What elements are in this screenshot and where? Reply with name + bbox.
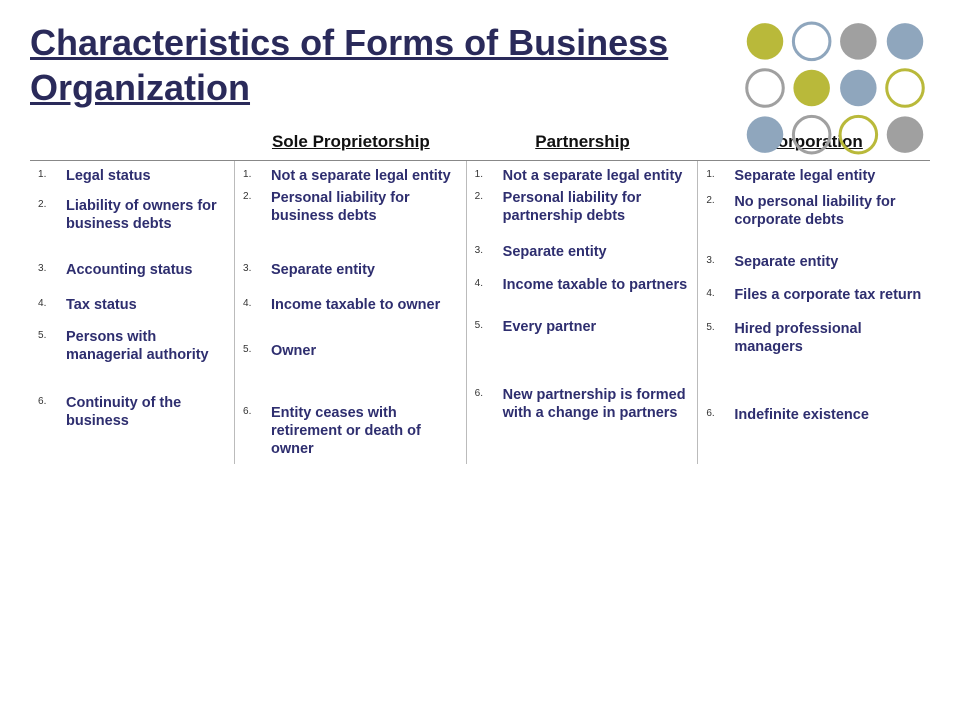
cell-corporation: Separate legal entity No personal liabili… bbox=[698, 161, 930, 464]
dot-matrix-ornament bbox=[740, 18, 930, 158]
ornament-dot bbox=[747, 23, 784, 60]
list-item: Indefinite existence bbox=[704, 406, 924, 424]
list-item: Separate entity bbox=[704, 253, 924, 271]
ornament-dot bbox=[747, 116, 784, 153]
list-item: Personal liability for partnership debts bbox=[473, 189, 692, 225]
list-item: Not a separate legal entity bbox=[241, 167, 460, 185]
list-item: Owner bbox=[241, 342, 460, 360]
list-item: Files a corporate tax return bbox=[704, 286, 924, 304]
list-item: Accounting status bbox=[36, 261, 228, 279]
column-header-partnership: Partnership bbox=[467, 124, 699, 161]
ornament-dot bbox=[793, 116, 830, 153]
comparison-table: Sole Proprietorship Partnership Corporat… bbox=[30, 124, 930, 464]
list-item: Income taxable to partners bbox=[473, 276, 692, 294]
cell-partnership: Not a separate legal entity Personal liab… bbox=[467, 161, 699, 464]
list-item: Tax status bbox=[36, 296, 228, 314]
sole-list: Not a separate legal entity Personal liab… bbox=[241, 167, 460, 458]
ornament-dot bbox=[793, 70, 830, 107]
list-item: Hired professional managers bbox=[704, 320, 924, 356]
list-item: Entity ceases with retirement or death o… bbox=[241, 404, 460, 458]
ornament-dot bbox=[793, 23, 830, 60]
ornament-dot bbox=[840, 70, 877, 107]
cell-sole: Not a separate legal entity Personal liab… bbox=[235, 161, 467, 464]
column-header-sole: Sole Proprietorship bbox=[235, 124, 467, 161]
list-item: Liability of owners for business debts bbox=[36, 197, 228, 233]
ornament-dot bbox=[887, 116, 924, 153]
list-item: Separate legal entity bbox=[704, 167, 924, 185]
characteristics-list: Legal status Liability of owners for busi… bbox=[36, 167, 228, 430]
slide: Characteristics of Forms of Business Org… bbox=[0, 0, 960, 720]
corporation-list: Separate legal entity No personal liabili… bbox=[704, 167, 924, 424]
list-item: Not a separate legal entity bbox=[473, 167, 692, 185]
partnership-list: Not a separate legal entity Personal liab… bbox=[473, 167, 692, 422]
cell-characteristics: Legal status Liability of owners for busi… bbox=[30, 161, 235, 464]
list-item: Separate entity bbox=[241, 261, 460, 279]
list-item: Continuity of the business bbox=[36, 394, 228, 430]
ornament-dot bbox=[887, 23, 924, 60]
list-item: No personal liability for corporate debt… bbox=[704, 193, 924, 229]
ornament-dot bbox=[840, 116, 877, 153]
list-item: New partnership is formed with a change … bbox=[473, 386, 692, 422]
ornament-dot bbox=[840, 23, 877, 60]
list-item: Separate entity bbox=[473, 243, 692, 261]
list-item: Legal status bbox=[36, 167, 228, 185]
list-item: Every partner bbox=[473, 318, 692, 336]
ornament-dot bbox=[887, 70, 924, 107]
page-title: Characteristics of Forms of Business Org… bbox=[30, 20, 750, 110]
ornament-dot bbox=[747, 70, 784, 107]
list-item: Personal liability for business debts bbox=[241, 189, 460, 225]
column-header-blank bbox=[30, 124, 235, 161]
list-item: Persons with managerial authority bbox=[36, 328, 228, 364]
list-item: Income taxable to owner bbox=[241, 296, 460, 314]
